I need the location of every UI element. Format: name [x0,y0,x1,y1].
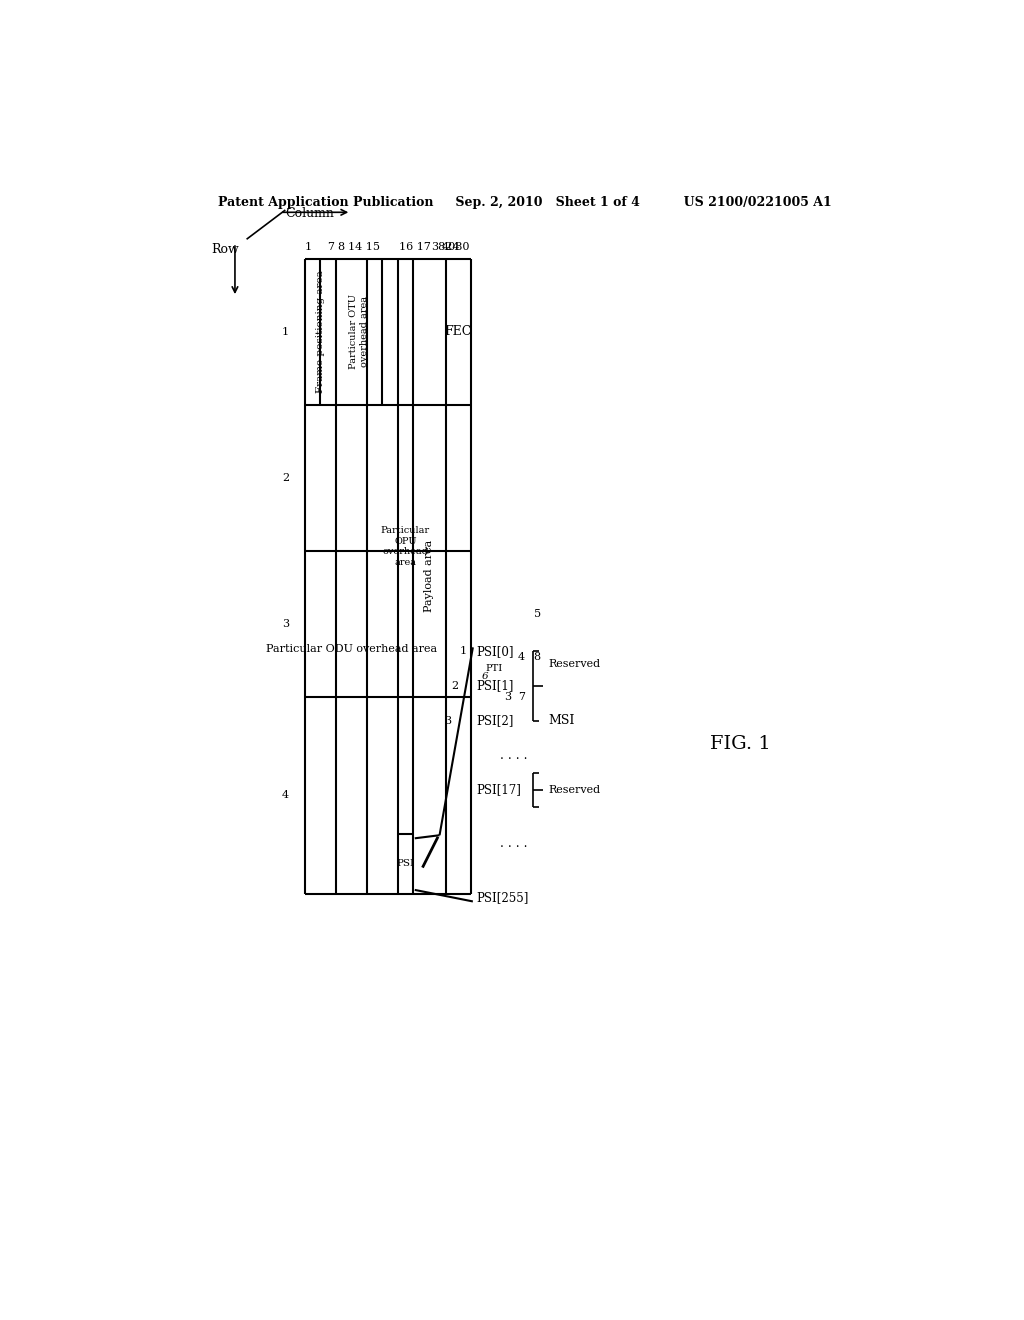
Text: 8: 8 [337,242,344,252]
Text: 3: 3 [282,619,289,630]
Text: 3824: 3824 [431,242,460,252]
Text: . . . .: . . . . [500,748,527,762]
Text: 4080: 4080 [442,242,471,252]
Text: Frame positioning area: Frame positioning area [315,271,325,393]
Text: Particular OTU
overhead area: Particular OTU overhead area [349,294,369,370]
Text: Column: Column [286,207,334,220]
Text: 5: 5 [534,610,541,619]
Text: Reserved: Reserved [548,785,600,795]
Text: 1: 1 [282,326,289,337]
Text: PSI[17]: PSI[17] [477,783,521,796]
Text: Payload area: Payload area [425,540,434,612]
Text: 3: 3 [504,693,511,702]
Text: 2: 2 [282,473,289,483]
Text: 1: 1 [459,647,466,656]
Text: PSI[0]: PSI[0] [477,644,514,657]
Text: PSI[1]: PSI[1] [477,680,514,693]
Text: FIG. 1: FIG. 1 [710,735,771,752]
Text: 14 15: 14 15 [348,242,380,252]
Text: Particular ODU overhead area: Particular ODU overhead area [265,644,437,653]
Text: PSI: PSI [396,859,415,869]
Text: Reserved: Reserved [548,659,600,669]
Text: 4: 4 [282,791,289,800]
Text: Particular
OPU
overhead
area: Particular OPU overhead area [381,527,430,566]
Text: Row: Row [211,243,239,256]
Text: 7: 7 [518,693,525,702]
Text: 8: 8 [534,652,541,661]
Text: 2: 2 [452,681,459,690]
Text: 7: 7 [327,242,334,252]
Text: 1: 1 [305,242,312,252]
Text: 6: 6 [481,672,487,681]
Text: MSI: MSI [548,714,574,727]
Text: Patent Application Publication     Sep. 2, 2010   Sheet 1 of 4          US 2100/: Patent Application Publication Sep. 2, 2… [218,195,831,209]
Text: 3: 3 [443,715,451,726]
Text: PSI[2]: PSI[2] [477,714,514,727]
Text: PTI: PTI [485,664,503,673]
Text: . . . .: . . . . [500,837,527,850]
Text: 4: 4 [518,652,525,661]
Text: 16 17: 16 17 [399,242,431,252]
Text: PSI[255]: PSI[255] [477,891,529,904]
Text: FEC: FEC [444,325,472,338]
